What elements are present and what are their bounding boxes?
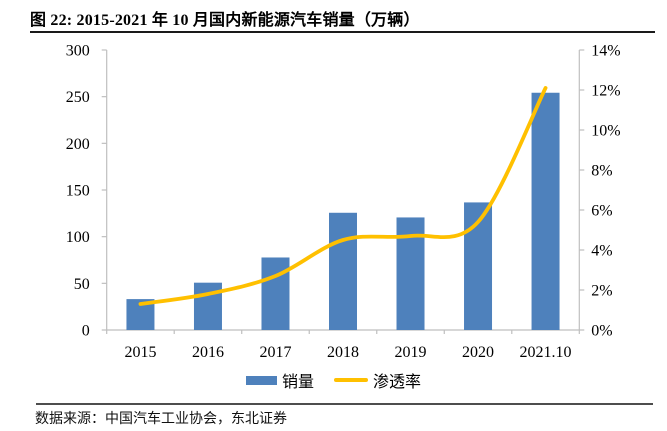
data-source-note: 数据来源：中国汽车工业协会，东北证券 (35, 412, 287, 427)
left-axis-tick-label: 150 (66, 183, 90, 200)
sales-bars (126, 92, 560, 330)
left-axis-tick-label: 100 (66, 229, 90, 246)
sales-bar (193, 282, 222, 330)
x-axis-category-label: 2017 (259, 344, 291, 361)
x-axis-category-label: 2015 (124, 344, 156, 361)
left-axis-tick-label: 200 (66, 136, 90, 153)
title-divider (30, 31, 655, 33)
sales-bar-swatch-icon (245, 375, 277, 385)
left-axis-tick-label: 250 (66, 89, 90, 106)
sales-bar (329, 212, 357, 330)
x-axis-category-label: 2016 (192, 344, 224, 361)
penetration-line (138, 86, 548, 306)
legend-penetration-label: 渗透率 (373, 374, 422, 391)
right-axis-tick-label: 6% (591, 203, 612, 220)
penetration-line-swatch-icon (334, 378, 368, 382)
right-axis-tick-label: 0% (591, 323, 612, 340)
right-axis-tick-label: 8% (591, 163, 612, 180)
x-axis-category-label: 2018 (327, 344, 359, 361)
footer-divider (36, 403, 653, 405)
legend-sales-label: 销量 (281, 374, 314, 391)
left-axis-tick-label: 0 (82, 323, 90, 340)
right-axis-tick-label: 14% (591, 43, 620, 60)
figure-title: 图 22: 2015-2021 年 10 月国内新能源汽车销量（万辆） (30, 12, 420, 29)
sales-bar (261, 257, 290, 330)
x-axis-category-label: 2020 (462, 344, 494, 361)
legend-item-sales: 销量 (245, 368, 314, 392)
sales-bar (531, 92, 560, 330)
left-axis-tick-label: 300 (66, 43, 90, 60)
right-axis-tick-label: 12% (591, 83, 620, 100)
x-axis-category-label: 2019 (395, 344, 427, 361)
right-axis-tick-label: 10% (591, 123, 620, 140)
legend-item-penetration: 渗透率 (334, 368, 421, 392)
x-axis-category-label: 2021.10 (520, 344, 572, 361)
axis-tick-labels: 0 50 100 150 200 250 300 0% 2% 4% 6% 8% 10% 12% 14% 201… (66, 43, 621, 362)
right-axis-tick-label: 4% (591, 243, 612, 260)
right-axis-tick-label: 2% (591, 283, 612, 300)
left-axis-tick-label: 50 (74, 276, 90, 293)
chart-legend: 销量 渗透率 (0, 368, 667, 392)
